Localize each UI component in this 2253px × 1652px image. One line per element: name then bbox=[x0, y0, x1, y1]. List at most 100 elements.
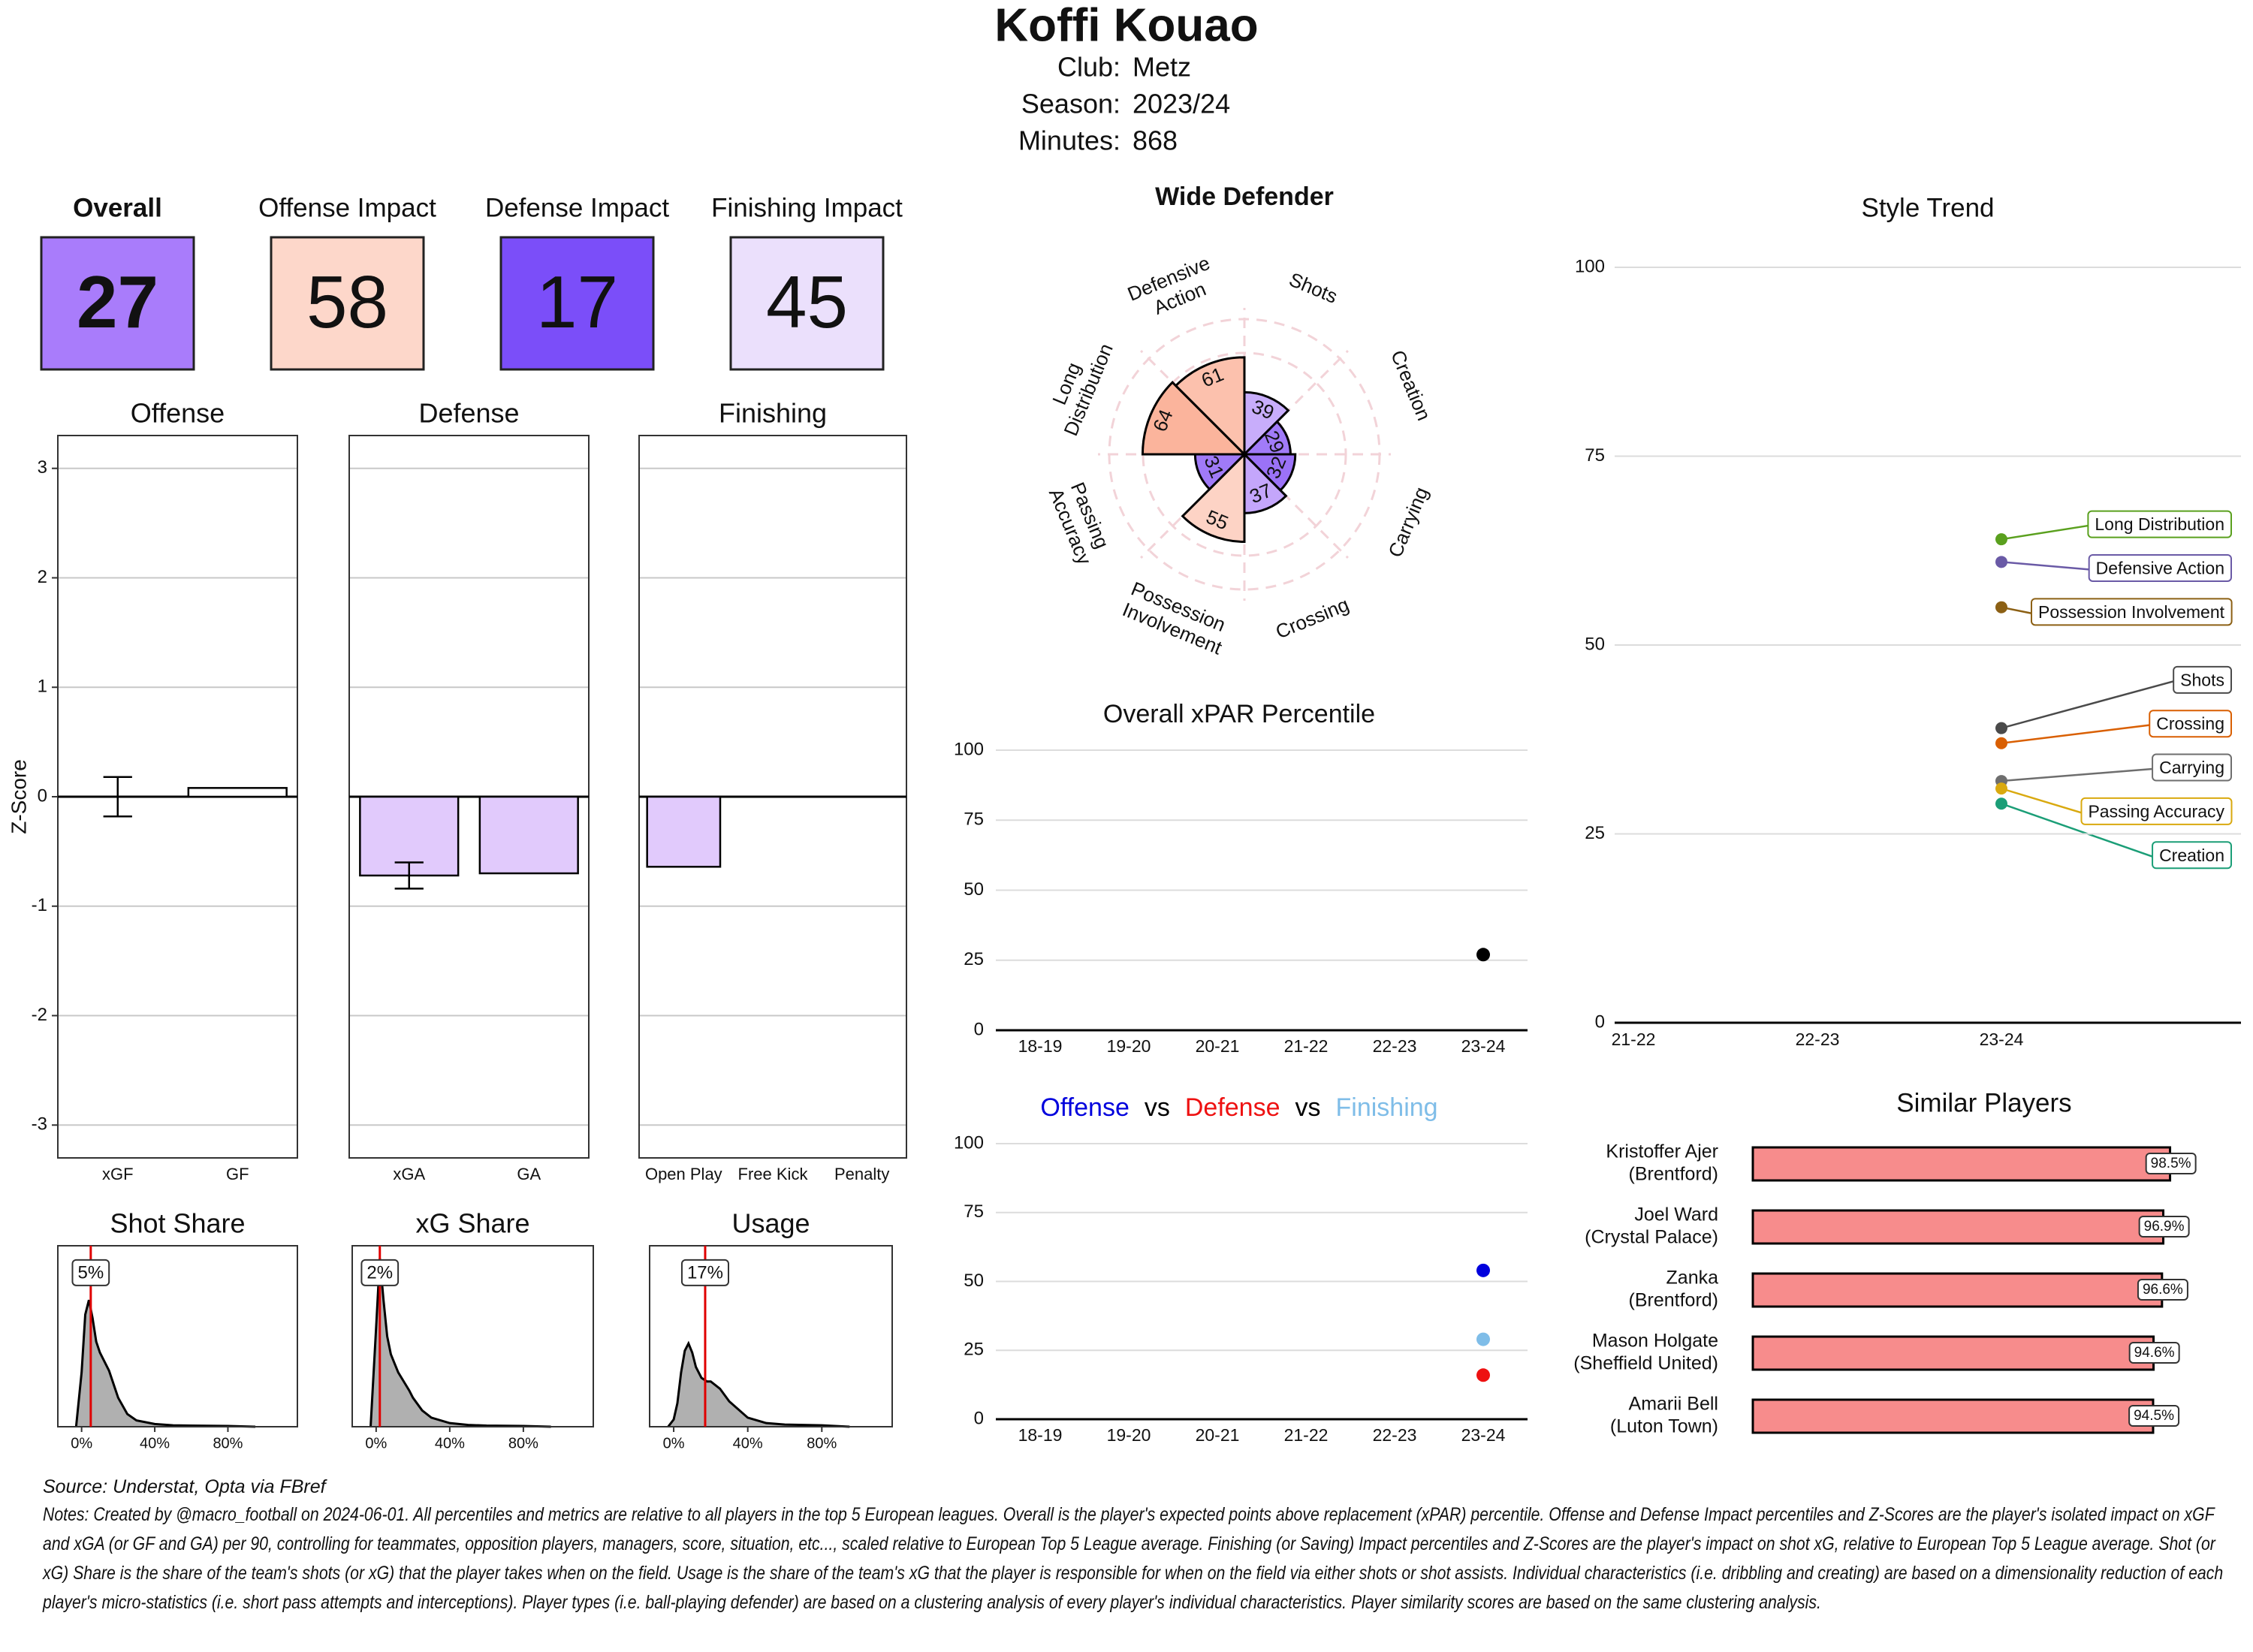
density-area bbox=[668, 1343, 850, 1427]
x-tick-label: 18-19 bbox=[1018, 1425, 1063, 1445]
x-tick-label: 40% bbox=[140, 1435, 170, 1452]
point bbox=[1995, 533, 2007, 546]
label-connector bbox=[2001, 524, 2089, 541]
x-tick-label: 21-22 bbox=[1284, 1036, 1329, 1056]
y-tick-label: 25 bbox=[964, 949, 984, 969]
card-label: Finishing Impact bbox=[711, 193, 903, 222]
x-tick-label: Penalty bbox=[834, 1165, 889, 1183]
density-area bbox=[76, 1300, 255, 1427]
polar-bar bbox=[1174, 356, 1246, 457]
x-tick-label: 19-20 bbox=[1107, 1425, 1151, 1445]
y-tick-label: -1 bbox=[32, 895, 47, 915]
label-box bbox=[2128, 1342, 2180, 1364]
label-box bbox=[2128, 1405, 2180, 1427]
y-tick-label: 0 bbox=[974, 1408, 984, 1428]
label-connector bbox=[2001, 787, 2082, 814]
bar bbox=[478, 795, 579, 875]
series-label: Passing Accuracy bbox=[2088, 801, 2224, 821]
value-label: 96.6% bbox=[2143, 1282, 2183, 1298]
card-label: Offense Impact bbox=[258, 193, 436, 222]
player-name: Mason Holgate bbox=[1592, 1331, 1718, 1352]
y-tick-label: 50 bbox=[964, 879, 984, 900]
marker-label: 17% bbox=[687, 1262, 723, 1283]
source-note: Source: Understat, Opta via FBref bbox=[43, 1476, 326, 1497]
detail-label: Club: bbox=[1057, 52, 1120, 83]
card bbox=[40, 236, 195, 371]
player-name: Kristoffer Ajer bbox=[1606, 1141, 1718, 1162]
card-label: Overall bbox=[73, 193, 162, 222]
y-tick-label: 1 bbox=[38, 677, 47, 697]
bar bbox=[646, 795, 722, 868]
x-tick-label: GA bbox=[517, 1165, 541, 1183]
chart-title: Style Trend bbox=[1861, 193, 1994, 222]
series-label: Possession Involvement bbox=[2038, 602, 2225, 622]
series-label: Carrying bbox=[2159, 758, 2224, 777]
card bbox=[499, 236, 655, 371]
point bbox=[1476, 1332, 1490, 1346]
point bbox=[1476, 1368, 1490, 1382]
x-tick-label: 80% bbox=[508, 1435, 538, 1452]
point bbox=[1995, 782, 2007, 795]
detail-value: 868 bbox=[1133, 125, 1178, 156]
y-tick-label: 25 bbox=[1585, 823, 1605, 843]
category-label: Crossing bbox=[1272, 592, 1352, 643]
value-label: 94.5% bbox=[2134, 1408, 2174, 1424]
series-label: Shots bbox=[2180, 670, 2224, 689]
bar bbox=[1751, 1335, 2155, 1371]
detail-label: Minutes: bbox=[1018, 125, 1120, 156]
player-club: (Luton Town) bbox=[1610, 1416, 1718, 1437]
marker-label: 2% bbox=[366, 1262, 393, 1283]
player-name: Koffi Kouao bbox=[994, 0, 1258, 51]
category-label: Defensive Action bbox=[1124, 249, 1226, 326]
point bbox=[1995, 797, 2007, 810]
panel-frame bbox=[649, 1245, 893, 1427]
label-box bbox=[2080, 797, 2233, 825]
y-axis-label: Z-Score bbox=[7, 759, 30, 834]
bar bbox=[1751, 1146, 2172, 1182]
series-label: Long Distribution bbox=[2095, 514, 2224, 534]
x-tick-label: 23-24 bbox=[1980, 1029, 2024, 1049]
value-label: 98.5% bbox=[2151, 1156, 2191, 1171]
point bbox=[1476, 1263, 1490, 1277]
y-tick-label: 2 bbox=[38, 567, 47, 587]
card-value: 17 bbox=[536, 261, 618, 343]
legend-entry: Defense bbox=[1185, 1093, 1280, 1122]
label-box bbox=[2152, 841, 2232, 870]
y-tick-label: 100 bbox=[954, 739, 984, 759]
chart-title: Overall xPAR Percentile bbox=[1103, 700, 1375, 728]
player-club: (Brentford) bbox=[1629, 1290, 1718, 1311]
x-tick-label: 0% bbox=[71, 1435, 92, 1452]
chart-title: Similar Players bbox=[1896, 1088, 2071, 1117]
density-line bbox=[74, 1299, 256, 1428]
category-label: Carrying bbox=[1383, 484, 1432, 560]
player-name: Zanka bbox=[1666, 1268, 1719, 1289]
x-tick-label: 22-23 bbox=[1373, 1036, 1417, 1056]
bar bbox=[1751, 1398, 2155, 1434]
y-tick-label: 75 bbox=[964, 1201, 984, 1222]
notes: Notes: Created by @macro_football on 202… bbox=[43, 1504, 2224, 1613]
y-tick-label: 3 bbox=[38, 457, 47, 478]
y-tick-label: 75 bbox=[964, 809, 984, 830]
x-tick-label: 0% bbox=[663, 1435, 685, 1452]
x-tick-label: 19-20 bbox=[1107, 1036, 1151, 1056]
y-tick-label: 100 bbox=[954, 1132, 984, 1153]
x-tick-label: 0% bbox=[365, 1435, 387, 1452]
label-connector bbox=[2001, 680, 2174, 729]
detail-value: Metz bbox=[1133, 52, 1191, 83]
label-connector bbox=[2001, 767, 2153, 782]
x-tick-label: 21-22 bbox=[1612, 1029, 1656, 1049]
label-connector bbox=[2001, 724, 2150, 745]
card-label: Defense Impact bbox=[485, 193, 669, 222]
panel-title: Finishing bbox=[719, 398, 827, 429]
x-tick-label: Open Play bbox=[645, 1165, 722, 1183]
y-tick-label: 0 bbox=[1595, 1011, 1605, 1032]
polar-bar bbox=[1181, 451, 1246, 543]
polar-ring bbox=[1142, 351, 1347, 557]
label-box bbox=[2030, 598, 2233, 626]
x-tick-label: 20-21 bbox=[1196, 1036, 1240, 1056]
y-tick-label: 0 bbox=[38, 785, 47, 806]
title-separator: vs bbox=[1145, 1093, 1170, 1122]
y-tick-label: 100 bbox=[1575, 256, 1605, 276]
